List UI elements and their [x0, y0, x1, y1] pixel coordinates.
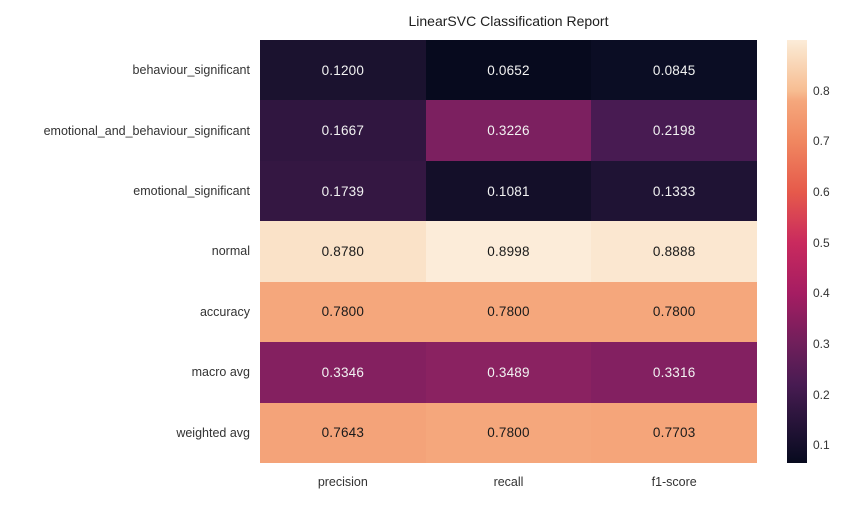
- heatmap-cell: 0.3226: [425, 100, 592, 161]
- colorbar-tick: 0.6: [813, 184, 830, 199]
- colorbar-tick: 0.8: [813, 83, 830, 98]
- col-label: precision: [317, 475, 368, 489]
- heatmap-cell: 0.3316: [591, 342, 757, 403]
- row-label: normal: [211, 244, 250, 259]
- heatmap-cell: 0.1333: [591, 160, 757, 222]
- heatmap-cell: 0.7643: [260, 402, 426, 463]
- colorbar-tick: 0.3: [813, 336, 830, 351]
- heatmap-cell: 0.1667: [260, 100, 426, 161]
- colorbar-gradient: [787, 40, 807, 463]
- heatmap-cell: 0.3346: [260, 342, 426, 403]
- heatmap-cell: 0.7800: [591, 281, 757, 343]
- row-label: emotional_and_behaviour_significant: [43, 123, 250, 138]
- heatmap-cell: 0.8780: [260, 221, 426, 282]
- heatmap-cell: 0.0845: [591, 40, 757, 101]
- heatmap-cell: 0.7800: [425, 402, 592, 463]
- colorbar-tick: 0.7: [813, 134, 830, 149]
- row-label: weighted avg: [176, 425, 250, 440]
- heatmap-cell: 0.8888: [591, 221, 757, 282]
- colorbar-tick-labels: 0.8 0.7 0.6 0.5 0.4 0.3 0.2 0.1: [813, 40, 853, 463]
- row-label: accuracy: [199, 304, 250, 319]
- colorbar-tick: 0.4: [813, 286, 830, 301]
- heatmap-cell: 0.0652: [425, 40, 592, 101]
- heatmap-cell: 0.7800: [425, 281, 592, 343]
- x-axis-labels: precision recall f1-score: [260, 463, 757, 499]
- heatmap-cell: 0.2198: [591, 100, 757, 161]
- chart-title: LinearSVC Classification Report: [408, 13, 609, 29]
- col-label: recall: [493, 475, 524, 489]
- heatmap-cell: 0.7800: [260, 281, 426, 343]
- heatmap-cell: 0.1081: [425, 160, 592, 222]
- heatmap-cell: 0.7703: [591, 402, 757, 463]
- y-axis-labels: behaviour_significant emotional_and_behav…: [0, 40, 250, 463]
- colorbar-tick: 0.2: [813, 387, 830, 402]
- heatmap-cell: 0.3489: [425, 342, 592, 403]
- row-label: macro avg: [191, 365, 250, 380]
- colorbar-tick: 0.5: [813, 235, 830, 250]
- heatmap-cell: 0.1200: [260, 40, 426, 101]
- col-label: f1-score: [651, 475, 697, 489]
- colorbar-tick: 0.1: [813, 438, 830, 453]
- row-label: behaviour_significant: [132, 63, 250, 78]
- row-label: emotional_significant: [133, 184, 250, 199]
- heatmap-cell: 0.1739: [260, 160, 426, 222]
- heatmap-grid: 0.1200 0.0652 0.0845 0.1667 0.3226 0.2198 0.17…: [260, 40, 757, 463]
- heatmap-cell: 0.8998: [425, 221, 592, 282]
